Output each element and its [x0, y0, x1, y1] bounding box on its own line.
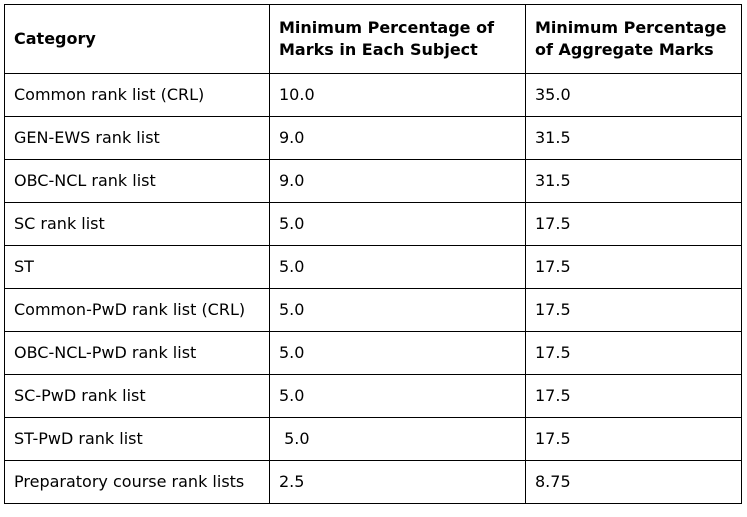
cell-aggregate-marks: 17.5 — [525, 374, 742, 418]
table-container: Category Minimum Percentage of Marks in … — [4, 4, 742, 504]
cell-subject-marks: 10.0 — [269, 73, 526, 117]
table-row: ST-PwD rank list 5.0 17.5 — [4, 417, 742, 461]
cell-aggregate-marks: 17.5 — [525, 288, 742, 332]
cell-aggregate-marks: 31.5 — [525, 116, 742, 160]
cell-category: SC-PwD rank list — [4, 374, 270, 418]
table-row: SC rank list 5.0 17.5 — [4, 202, 742, 246]
cell-subject-marks: 9.0 — [269, 116, 526, 160]
cell-subject-marks: 9.0 — [269, 159, 526, 203]
table-row: OBC-NCL-PwD rank list 5.0 17.5 — [4, 331, 742, 375]
header-category: Category — [4, 4, 270, 74]
cell-subject-marks: 5.0 — [269, 331, 526, 375]
header-min-aggregate-marks: Minimum Percentage of Aggregate Marks — [525, 4, 742, 74]
cell-aggregate-marks: 8.75 — [525, 460, 742, 504]
table-row: GEN-EWS rank list 9.0 31.5 — [4, 116, 742, 160]
cell-subject-marks: 5.0 — [269, 288, 526, 332]
header-row: Category Minimum Percentage of Marks in … — [4, 4, 742, 74]
cell-category: OBC-NCL-PwD rank list — [4, 331, 270, 375]
cell-category: OBC-NCL rank list — [4, 159, 270, 203]
cell-category: ST — [4, 245, 270, 289]
cell-subject-marks: 5.0 — [269, 417, 526, 461]
cell-aggregate-marks: 35.0 — [525, 73, 742, 117]
cell-aggregate-marks: 17.5 — [525, 331, 742, 375]
cell-subject-marks: 5.0 — [269, 245, 526, 289]
cell-category: ST-PwD rank list — [4, 417, 270, 461]
cell-category: GEN-EWS rank list — [4, 116, 270, 160]
cell-subject-marks: 5.0 — [269, 374, 526, 418]
cell-aggregate-marks: 17.5 — [525, 245, 742, 289]
cell-aggregate-marks: 31.5 — [525, 159, 742, 203]
cell-aggregate-marks: 17.5 — [525, 417, 742, 461]
cell-category: Preparatory course rank lists — [4, 460, 270, 504]
table-row: ST 5.0 17.5 — [4, 245, 742, 289]
cell-subject-marks: 2.5 — [269, 460, 526, 504]
table-row: Preparatory course rank lists 2.5 8.75 — [4, 460, 742, 504]
table-row: OBC-NCL rank list 9.0 31.5 — [4, 159, 742, 203]
cell-subject-marks: 5.0 — [269, 202, 526, 246]
header-min-subject-marks: Minimum Percentage of Marks in Each Subj… — [269, 4, 526, 74]
cell-category: Common-PwD rank list (CRL) — [4, 288, 270, 332]
table-row: SC-PwD rank list 5.0 17.5 — [4, 374, 742, 418]
cell-category: SC rank list — [4, 202, 270, 246]
cell-aggregate-marks: 17.5 — [525, 202, 742, 246]
table-row: Common rank list (CRL) 10.0 35.0 — [4, 73, 742, 117]
eligibility-table: Category Minimum Percentage of Marks in … — [4, 4, 742, 504]
table-row: Common-PwD rank list (CRL) 5.0 17.5 — [4, 288, 742, 332]
cell-category: Common rank list (CRL) — [4, 73, 270, 117]
